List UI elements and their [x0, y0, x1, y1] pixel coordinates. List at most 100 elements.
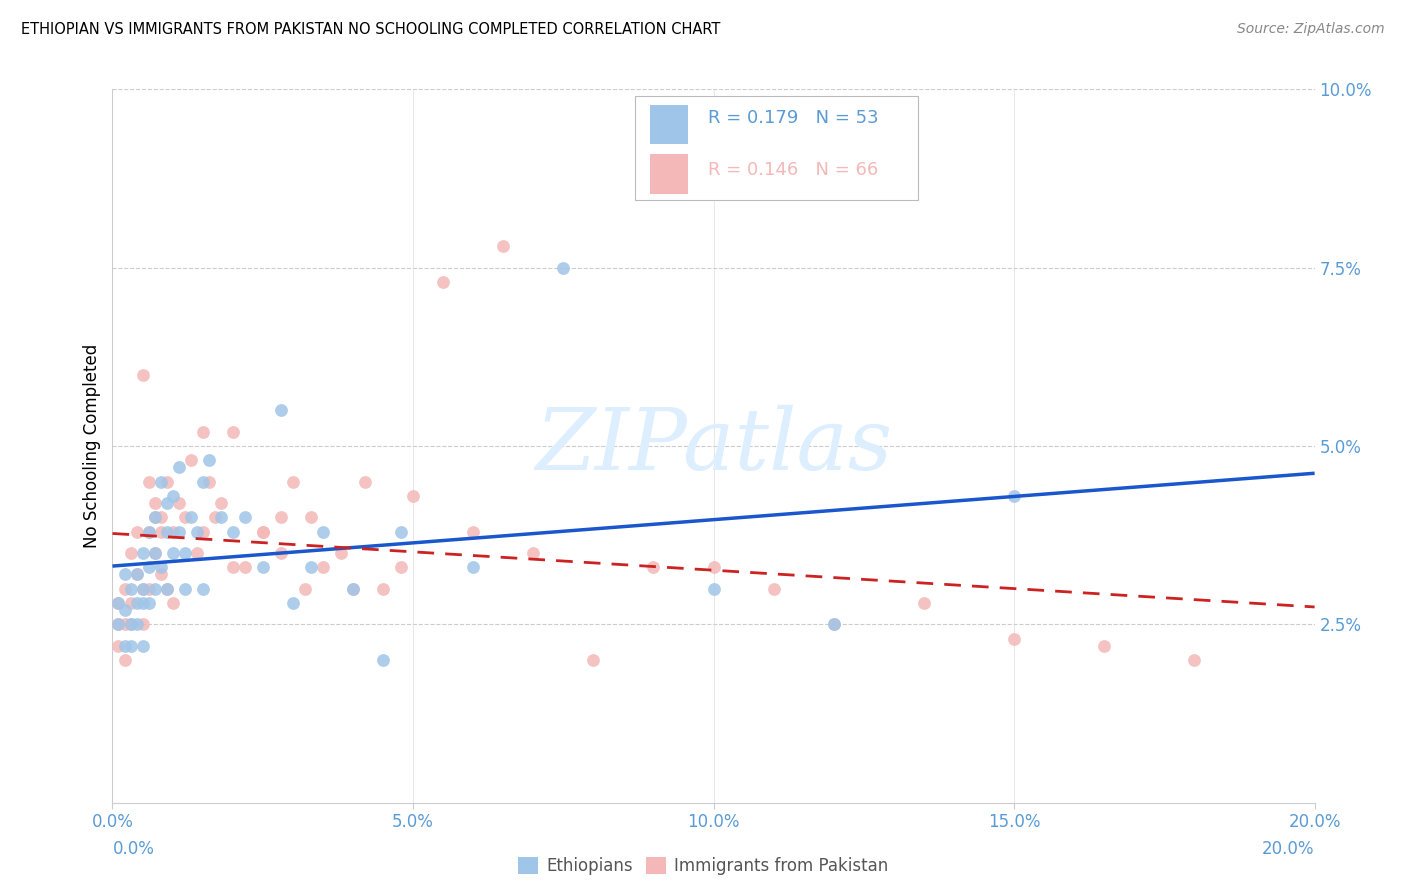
Point — [143, 496, 166, 510]
Point — [299, 510, 322, 524]
Point — [162, 546, 184, 560]
Point — [149, 524, 172, 539]
Point — [114, 653, 136, 667]
Point — [125, 567, 148, 582]
Point — [180, 510, 202, 524]
Point — [143, 582, 166, 596]
Point — [209, 496, 232, 510]
Point — [107, 596, 129, 610]
FancyBboxPatch shape — [650, 104, 689, 144]
Point — [138, 524, 160, 539]
Point — [312, 560, 335, 574]
Point — [1184, 653, 1206, 667]
Point — [120, 582, 142, 596]
Point — [131, 582, 153, 596]
Point — [402, 489, 425, 503]
Point — [155, 475, 177, 489]
Point — [432, 275, 454, 289]
Point — [155, 524, 177, 539]
Point — [162, 596, 184, 610]
Point — [329, 546, 352, 560]
Point — [643, 560, 665, 574]
Point — [1002, 489, 1025, 503]
FancyBboxPatch shape — [636, 96, 918, 200]
Point — [354, 475, 377, 489]
Point — [492, 239, 515, 253]
Point — [281, 475, 304, 489]
Text: Source: ZipAtlas.com: Source: ZipAtlas.com — [1237, 22, 1385, 37]
Text: 20.0%: 20.0% — [1263, 840, 1315, 858]
Point — [762, 582, 785, 596]
Point — [702, 582, 725, 596]
Point — [114, 567, 136, 582]
Point — [138, 560, 160, 574]
Point — [389, 524, 412, 539]
Point — [125, 617, 148, 632]
Point — [461, 524, 484, 539]
Point — [114, 582, 136, 596]
Point — [299, 560, 322, 574]
Text: R = 0.146   N = 66: R = 0.146 N = 66 — [707, 161, 877, 178]
Point — [120, 596, 142, 610]
Point — [107, 617, 129, 632]
Point — [173, 510, 195, 524]
Y-axis label: No Schooling Completed: No Schooling Completed — [83, 344, 101, 548]
Point — [270, 510, 292, 524]
Point — [191, 425, 214, 439]
Point — [131, 639, 153, 653]
Point — [389, 560, 412, 574]
Point — [342, 582, 364, 596]
Point — [209, 510, 232, 524]
Point — [1092, 639, 1115, 653]
Point — [204, 510, 226, 524]
FancyBboxPatch shape — [650, 154, 689, 194]
Text: 0.0%: 0.0% — [112, 840, 155, 858]
Point — [197, 475, 219, 489]
Point — [252, 560, 274, 574]
Point — [143, 546, 166, 560]
Point — [114, 603, 136, 617]
Point — [252, 524, 274, 539]
Point — [138, 596, 160, 610]
Point — [143, 546, 166, 560]
Point — [155, 582, 177, 596]
Point — [342, 582, 364, 596]
Point — [162, 524, 184, 539]
Point — [823, 617, 845, 632]
Point — [702, 560, 725, 574]
Point — [281, 596, 304, 610]
Point — [125, 567, 148, 582]
Point — [120, 546, 142, 560]
Point — [191, 524, 214, 539]
Point — [371, 653, 394, 667]
Point — [186, 546, 208, 560]
Point — [131, 546, 153, 560]
Point — [138, 524, 160, 539]
Point — [138, 582, 160, 596]
Text: ZIPatlas: ZIPatlas — [534, 405, 893, 487]
Point — [125, 596, 148, 610]
Point — [522, 546, 544, 560]
Point — [197, 453, 219, 467]
Point — [294, 582, 316, 596]
Point — [312, 524, 335, 539]
Point — [125, 524, 148, 539]
Point — [167, 496, 190, 510]
Point — [138, 475, 160, 489]
Point — [114, 639, 136, 653]
Point — [191, 475, 214, 489]
Point — [120, 617, 142, 632]
Point — [107, 617, 129, 632]
Point — [162, 489, 184, 503]
Point — [1002, 632, 1025, 646]
Point — [222, 425, 245, 439]
Point — [270, 403, 292, 417]
Point — [149, 560, 172, 574]
Point — [270, 546, 292, 560]
Point — [180, 453, 202, 467]
Point — [186, 524, 208, 539]
Point — [143, 510, 166, 524]
Point — [167, 524, 190, 539]
Point — [173, 546, 195, 560]
Point — [233, 510, 256, 524]
